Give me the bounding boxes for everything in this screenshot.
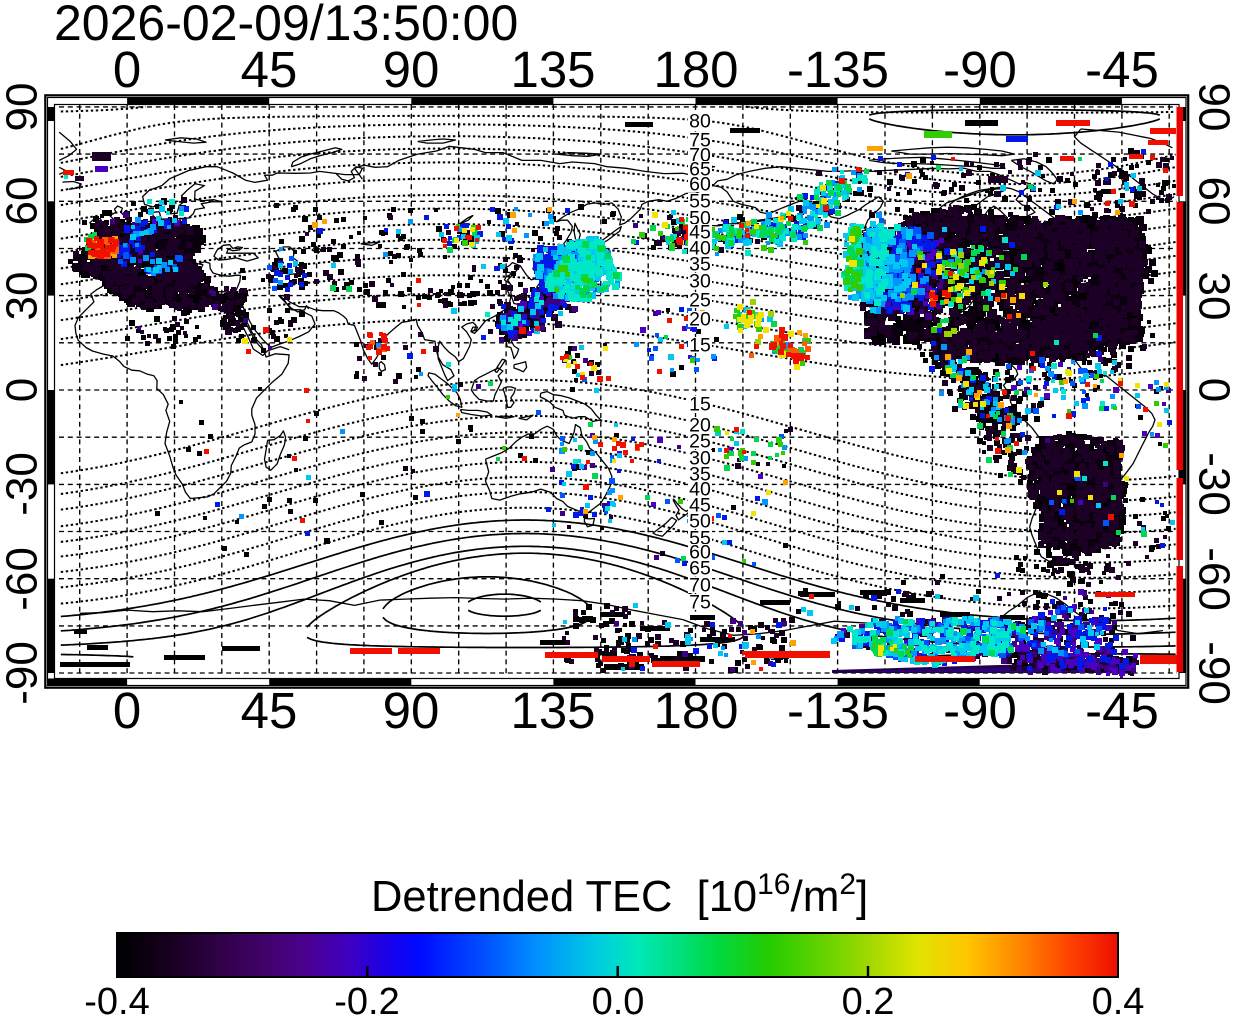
svg-text:0: 0 <box>113 41 141 98</box>
svg-text:135: 135 <box>510 682 595 739</box>
svg-text:35: 35 <box>689 464 711 486</box>
svg-text:20: 20 <box>689 415 711 437</box>
svg-text:80: 80 <box>689 111 711 133</box>
svg-text:135: 135 <box>510 41 595 98</box>
svg-text:20: 20 <box>689 309 711 331</box>
svg-text:75: 75 <box>689 592 711 614</box>
svg-text:0.0: 0.0 <box>592 981 645 1023</box>
svg-text:15: 15 <box>689 335 711 357</box>
svg-text:45: 45 <box>689 222 711 244</box>
svg-text:90: 90 <box>1190 83 1239 132</box>
svg-text:70: 70 <box>689 575 711 597</box>
svg-text:35: 35 <box>689 254 711 276</box>
svg-text:45: 45 <box>689 495 711 517</box>
svg-text:25: 25 <box>689 431 711 453</box>
svg-text:-90: -90 <box>943 682 1017 739</box>
svg-text:0: 0 <box>0 378 47 402</box>
svg-text:-60: -60 <box>0 547 47 611</box>
svg-text:60: 60 <box>689 174 711 196</box>
svg-text:0: 0 <box>1190 378 1239 402</box>
svg-text:-0.4: -0.4 <box>84 981 149 1023</box>
svg-text:25: 25 <box>689 290 711 312</box>
svg-text:180: 180 <box>653 682 738 739</box>
svg-text:-45: -45 <box>1085 41 1159 98</box>
svg-text:90: 90 <box>383 41 440 98</box>
svg-text:0: 0 <box>113 682 141 739</box>
svg-text:60: 60 <box>0 177 47 226</box>
svg-text:2026-02-09/13:50:00: 2026-02-09/13:50:00 <box>54 0 518 51</box>
svg-text:0.4: 0.4 <box>1092 981 1145 1023</box>
svg-text:-0.2: -0.2 <box>334 981 399 1023</box>
svg-text:30: 30 <box>689 271 711 293</box>
svg-text:-90: -90 <box>0 641 47 705</box>
svg-text:-135: -135 <box>787 682 889 739</box>
svg-text:65: 65 <box>689 159 711 181</box>
svg-text:-30: -30 <box>0 452 47 516</box>
svg-text:30: 30 <box>689 448 711 470</box>
svg-text:0.2: 0.2 <box>842 981 895 1023</box>
svg-text:-90: -90 <box>943 41 1017 98</box>
svg-text:60: 60 <box>689 542 711 564</box>
svg-text:-60: -60 <box>1190 547 1239 611</box>
svg-text:50: 50 <box>689 511 711 533</box>
svg-text:65: 65 <box>689 558 711 580</box>
svg-text:180: 180 <box>653 41 738 98</box>
svg-text:90: 90 <box>0 83 47 132</box>
svg-text:-30: -30 <box>1190 452 1239 516</box>
svg-text:40: 40 <box>689 238 711 260</box>
svg-text:-45: -45 <box>1085 682 1159 739</box>
svg-text:-90: -90 <box>1190 641 1239 705</box>
svg-text:30: 30 <box>0 272 47 321</box>
svg-text:Detrended TEC [1016/m2]: Detrended TEC [1016/m2] <box>371 868 868 921</box>
svg-text:-135: -135 <box>787 41 889 98</box>
svg-text:15: 15 <box>689 394 711 416</box>
svg-text:75: 75 <box>689 130 711 152</box>
svg-text:45: 45 <box>241 682 298 739</box>
svg-text:30: 30 <box>1190 272 1239 321</box>
svg-text:55: 55 <box>689 191 711 213</box>
svg-text:45: 45 <box>241 41 298 98</box>
svg-text:90: 90 <box>383 682 440 739</box>
svg-text:60: 60 <box>1190 177 1239 226</box>
svg-text:40: 40 <box>689 479 711 501</box>
